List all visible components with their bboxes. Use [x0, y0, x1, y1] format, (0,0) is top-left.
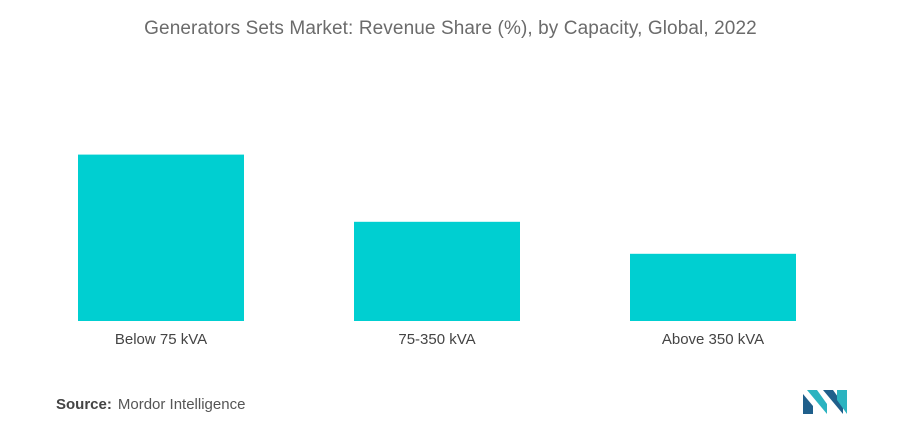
- bar-below-75-kva: [78, 154, 244, 321]
- chart-title: Generators Sets Market: Revenue Share (%…: [144, 18, 757, 39]
- bar-75-350-kva: [354, 221, 520, 321]
- source-text: Mordor Intelligence: [117, 396, 246, 413]
- source-label: Source:: [56, 396, 112, 413]
- bar-above-350-kva: [630, 253, 796, 321]
- source-line: Source: Mordor Intelligence: [56, 396, 245, 413]
- x-tick-label: 75-350 kVA: [398, 331, 475, 348]
- mordor-logo-icon: [803, 390, 847, 414]
- x-tick-label: Below 75 kVA: [115, 331, 207, 348]
- x-tick-label: Above 350 kVA: [662, 331, 764, 348]
